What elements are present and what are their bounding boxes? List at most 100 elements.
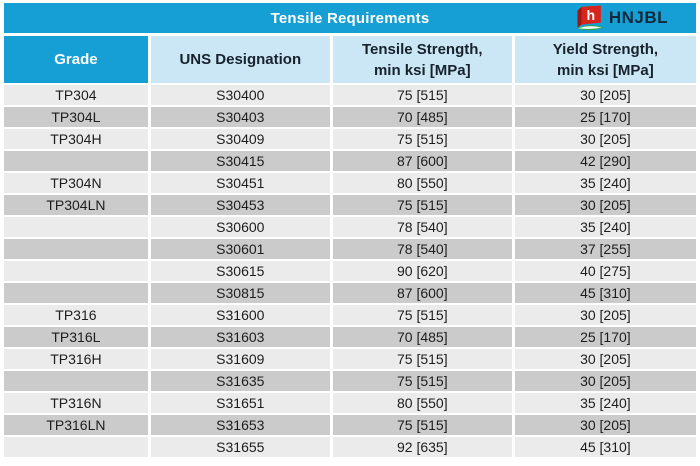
- logo-text: HNJBL: [608, 8, 668, 27]
- grade-cell: [4, 216, 151, 239]
- uns-cell: S30453: [149, 194, 333, 217]
- tensile-cell: 80 [550]: [331, 392, 515, 415]
- company-logo-icon: h: [575, 4, 605, 32]
- table-row: S30601 78 [540] 37 [255]: [4, 238, 696, 261]
- yield-cell: 40 [275]: [513, 260, 696, 283]
- tensile-cell: 75 [515]: [331, 348, 515, 371]
- uns-cell: S31603: [149, 326, 333, 349]
- table-row: S30415 87 [600] 42 [290]: [4, 150, 696, 173]
- uns-cell: S30615: [149, 260, 333, 283]
- tensile-cell: 87 [600]: [331, 282, 515, 305]
- column-header-grade: Grade: [4, 36, 151, 85]
- grade-cell: TP316L: [4, 326, 151, 349]
- uns-cell: S31600: [149, 304, 333, 327]
- yield-cell: 30 [205]: [513, 304, 696, 327]
- table-row: S31635 75 [515] 30 [205]: [4, 370, 696, 393]
- uns-cell: S30403: [149, 106, 333, 129]
- grade-cell: [4, 436, 151, 459]
- header-row: Grade UNS Designation Tensile Strength, …: [4, 36, 696, 85]
- tensile-cell: 75 [515]: [331, 194, 515, 217]
- grade-cell: [4, 238, 151, 261]
- yield-cell: 37 [255]: [513, 238, 696, 261]
- tensile-cell: 75 [515]: [331, 128, 515, 151]
- yield-cell: 35 [240]: [513, 392, 696, 415]
- yield-cell: 30 [205]: [513, 84, 696, 107]
- yield-cell: 25 [170]: [513, 106, 696, 129]
- tensile-cell: 78 [540]: [331, 238, 515, 261]
- table-header: Grade UNS Designation Tensile Strength, …: [4, 36, 696, 85]
- table-row: TP316 S31600 75 [515] 30 [205]: [4, 304, 696, 327]
- table-row: TP304H S30409 75 [515] 30 [205]: [4, 128, 696, 151]
- tensile-cell: 75 [515]: [331, 414, 515, 437]
- table-body: TP304 S30400 75 [515] 30 [205] TP304L S3…: [4, 84, 696, 459]
- tensile-cell: 90 [620]: [331, 260, 515, 283]
- grade-cell: TP316N: [4, 392, 151, 415]
- grade-cell: [4, 370, 151, 393]
- uns-cell: S31655: [149, 436, 333, 459]
- table-row: S30615 90 [620] 40 [275]: [4, 260, 696, 283]
- grade-cell: [4, 260, 151, 283]
- page-title: Tensile Requirements: [270, 9, 430, 27]
- uns-cell: S30600: [149, 216, 333, 239]
- yield-cell: 35 [240]: [513, 172, 696, 195]
- yield-cell: 45 [310]: [513, 282, 696, 305]
- grade-cell: TP304LN: [4, 194, 151, 217]
- yield-cell: 25 [170]: [513, 326, 696, 349]
- yield-cell: 30 [205]: [513, 414, 696, 437]
- grade-cell: TP304H: [4, 128, 151, 151]
- svg-text:h: h: [586, 8, 595, 24]
- uns-cell: S30409: [149, 128, 333, 151]
- title-bar: Tensile Requirements h HNJBL: [4, 3, 696, 33]
- table-row: TP304N S30451 80 [550] 35 [240]: [4, 172, 696, 195]
- table-row: S30815 87 [600] 45 [310]: [4, 282, 696, 305]
- table-row: TP316N S31651 80 [550] 35 [240]: [4, 392, 696, 415]
- tensile-cell: 70 [485]: [331, 106, 515, 129]
- grade-cell: [4, 282, 151, 305]
- column-header-tensile: Tensile Strength, min ksi [MPa]: [331, 36, 515, 85]
- table-row: TP316H S31609 75 [515] 30 [205]: [4, 348, 696, 371]
- grade-cell: TP316: [4, 304, 151, 327]
- table-row: TP304LN S30453 75 [515] 30 [205]: [4, 194, 696, 217]
- yield-cell: 30 [205]: [513, 194, 696, 217]
- tensile-cell: 80 [550]: [331, 172, 515, 195]
- grade-cell: [4, 150, 151, 173]
- uns-cell: S31651: [149, 392, 333, 415]
- yield-cell: 35 [240]: [513, 216, 696, 239]
- grade-cell: TP304L: [4, 106, 151, 129]
- table-row: S31655 92 [635] 45 [310]: [4, 436, 696, 459]
- tensile-cell: 75 [515]: [331, 84, 515, 107]
- yield-cell: 30 [205]: [513, 348, 696, 371]
- uns-cell: S30601: [149, 238, 333, 261]
- grade-cell: TP304N: [4, 172, 151, 195]
- uns-cell: S30451: [149, 172, 333, 195]
- tensile-cell: 75 [515]: [331, 370, 515, 393]
- uns-cell: S31635: [149, 370, 333, 393]
- brand-logo: h HNJBL: [575, 3, 668, 33]
- table-row: TP316LN S31653 75 [515] 30 [205]: [4, 414, 696, 437]
- table-row: TP304 S30400 75 [515] 30 [205]: [4, 84, 696, 107]
- tensile-cell: 70 [485]: [331, 326, 515, 349]
- uns-cell: S30400: [149, 84, 333, 107]
- yield-cell: 42 [290]: [513, 150, 696, 173]
- tensile-cell: 92 [635]: [331, 436, 515, 459]
- column-header-yield: Yield Strength, min ksi [MPa]: [513, 36, 696, 85]
- yield-cell: 30 [205]: [513, 128, 696, 151]
- tensile-cell: 78 [540]: [331, 216, 515, 239]
- tensile-cell: 75 [515]: [331, 304, 515, 327]
- uns-cell: S31609: [149, 348, 333, 371]
- uns-cell: S30415: [149, 150, 333, 173]
- grade-cell: TP304: [4, 84, 151, 107]
- column-header-uns: UNS Designation: [149, 36, 333, 85]
- yield-cell: 45 [310]: [513, 436, 696, 459]
- grade-cell: TP316H: [4, 348, 151, 371]
- table-row: S30600 78 [540] 35 [240]: [4, 216, 696, 239]
- requirements-table: Grade UNS Designation Tensile Strength, …: [4, 36, 696, 459]
- table-row: TP316L S31603 70 [485] 25 [170]: [4, 326, 696, 349]
- tensile-cell: 87 [600]: [331, 150, 515, 173]
- uns-cell: S30815: [149, 282, 333, 305]
- table-row: TP304L S30403 70 [485] 25 [170]: [4, 106, 696, 129]
- uns-cell: S31653: [149, 414, 333, 437]
- yield-cell: 30 [205]: [513, 370, 696, 393]
- grade-cell: TP316LN: [4, 414, 151, 437]
